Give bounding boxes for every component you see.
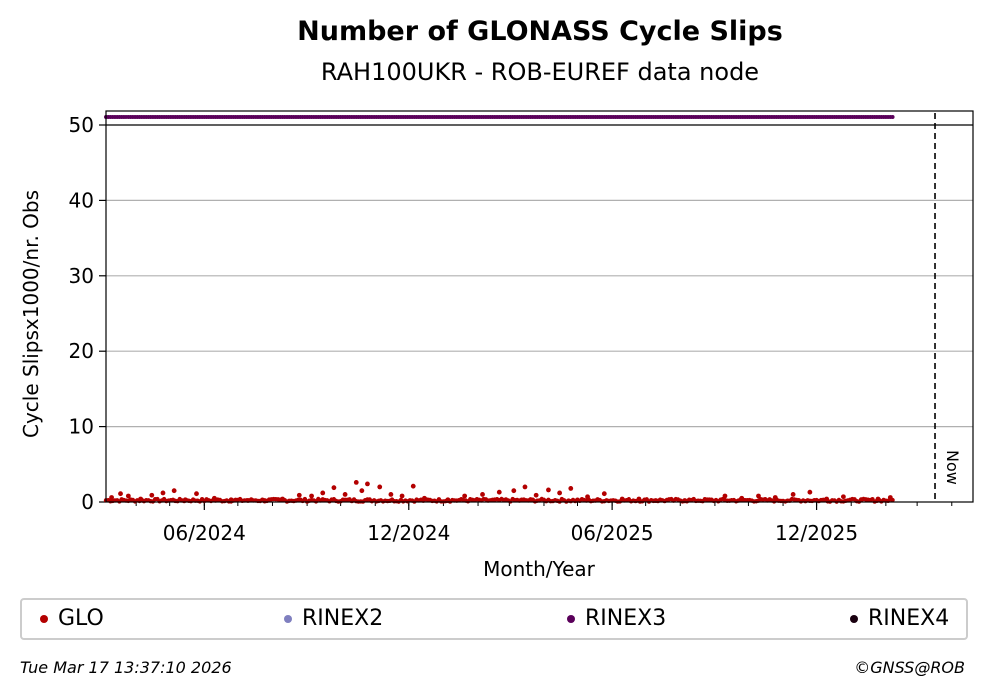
glo-point — [445, 497, 451, 503]
glo-point — [601, 491, 607, 497]
glo-point — [585, 494, 590, 500]
glo-point — [840, 494, 846, 500]
glo-point — [320, 490, 326, 496]
glo-point — [388, 492, 394, 497]
glo-point — [228, 497, 234, 503]
glo-point — [557, 490, 563, 496]
glo-point — [280, 496, 285, 502]
grid-lines — [106, 199, 973, 428]
axis-ticks: 0 10 20 30 40 50 06/2024 12/2024 06/2025 12/2025 — [69, 113, 953, 545]
glo-point — [546, 487, 551, 493]
glo-point — [619, 496, 625, 502]
glo-point — [296, 492, 302, 498]
legend-marker-icon — [567, 614, 575, 623]
glo-point — [756, 493, 761, 499]
now-marker-label: Now — [943, 450, 962, 485]
plot-frame — [105, 110, 974, 503]
glo-point — [342, 492, 348, 497]
y-tick-label: 30 — [69, 264, 94, 288]
legend-label: RINEX3 — [585, 606, 667, 631]
glo-point — [399, 493, 405, 499]
glo-point — [377, 484, 383, 490]
y-tick-label: 40 — [69, 188, 94, 212]
glo-point — [790, 492, 796, 497]
glo-point — [171, 488, 177, 494]
y-tick-label: 50 — [69, 113, 94, 137]
chart-subtitle: RAH100UKR - ROB-EUREF data node — [320, 58, 760, 86]
glo-point — [331, 485, 337, 491]
y-tick-label: 10 — [69, 415, 94, 439]
y-tick-label: 0 — [81, 490, 94, 514]
glo-point — [125, 493, 131, 499]
glo-point — [636, 496, 642, 502]
y-axis-label: Cycle Slipsx1000/nr. Obs — [19, 190, 43, 438]
glo-point — [462, 493, 468, 499]
glo-point — [522, 484, 528, 490]
x-tick-label: 06/2024 — [163, 521, 246, 545]
glo-point — [887, 495, 893, 500]
glo-point — [365, 481, 370, 487]
legend-item-rinex2: RINEX2 — [284, 606, 383, 631]
glo-point — [824, 496, 830, 502]
rinex3-point — [890, 114, 895, 119]
glo-point — [704, 497, 710, 503]
glo-point — [739, 495, 745, 501]
glo-point — [722, 493, 728, 499]
glo-point — [160, 490, 166, 496]
chart-title: Number of GLONASS Cycle Slips — [297, 16, 783, 47]
glo-point — [109, 495, 114, 500]
glo-point — [149, 492, 155, 498]
glo-point — [858, 497, 864, 503]
x-axis-label: Month/Year — [483, 557, 596, 581]
data-points — [103, 114, 895, 504]
glo-point — [568, 486, 574, 491]
x-tick-label: 12/2025 — [775, 521, 858, 545]
glo-point — [359, 488, 365, 494]
glo-point — [875, 496, 881, 502]
glo-point — [422, 495, 427, 501]
glo-point — [533, 492, 539, 498]
timestamp: Tue Mar 17 13:37:10 2026 — [20, 658, 232, 677]
glo-point — [138, 496, 144, 502]
legend-label: RINEX4 — [868, 606, 950, 631]
legend-item-rinex4: RINEX4 — [850, 606, 949, 631]
legend-label: RINEX2 — [302, 606, 384, 631]
legend-marker-icon — [850, 614, 858, 623]
glo-point — [410, 483, 416, 489]
glo-point — [511, 488, 517, 494]
legend-marker-icon — [40, 614, 48, 623]
glo-point — [309, 493, 314, 499]
glo-point — [496, 489, 502, 495]
x-tick-label: 06/2025 — [571, 521, 654, 545]
x-tick-label: 12/2024 — [367, 521, 450, 545]
copyright: ©GNSS@ROB — [854, 658, 965, 677]
glo-point — [772, 495, 778, 500]
legend-label: GLO — [58, 606, 104, 631]
legend-marker-icon — [284, 614, 292, 623]
glo-point — [194, 491, 199, 497]
glo-point — [118, 491, 123, 497]
legend: GLO RINEX2 RINEX3 RINEX4 — [20, 598, 968, 640]
legend-item-glo: GLO — [40, 606, 104, 631]
y-tick-label: 20 — [69, 339, 94, 363]
legend-item-rinex3: RINEX3 — [567, 606, 666, 631]
glo-point — [182, 497, 188, 503]
glo-point — [480, 492, 485, 497]
glo-point — [211, 495, 217, 501]
glo-point — [353, 479, 359, 485]
glo-point — [807, 489, 813, 495]
